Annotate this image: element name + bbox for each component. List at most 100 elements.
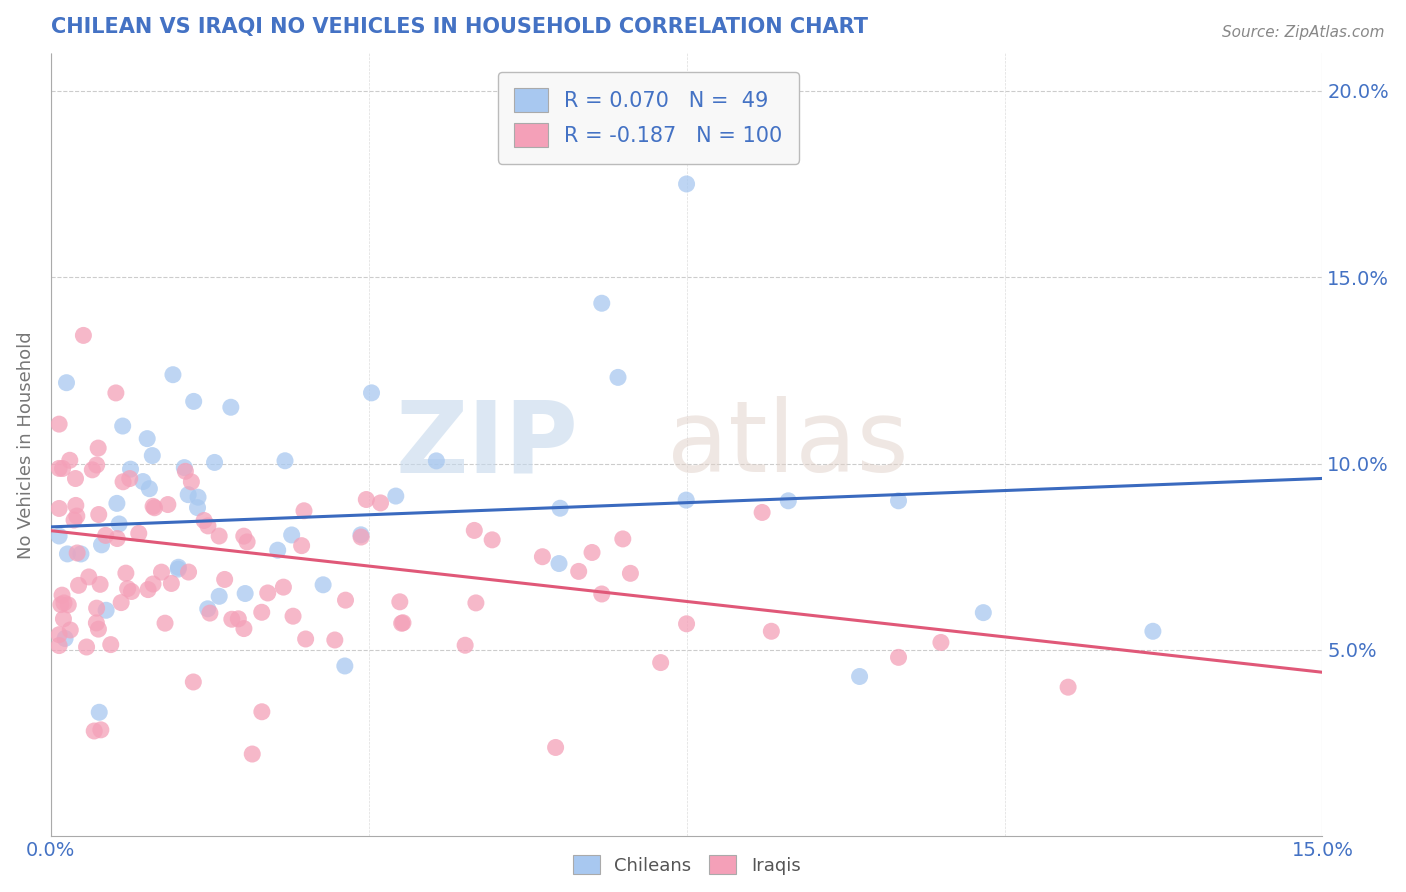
Point bbox=[274, 454, 297, 468]
Text: CHILEAN VS IRAQI NO VEHICLES IN HOUSEHOLD CORRELATION CHART: CHILEAN VS IRAQI NO VEHICLES IN HOUSEHOL… bbox=[51, 17, 868, 37]
Point bbox=[425, 454, 447, 468]
Point bbox=[391, 616, 413, 631]
Point bbox=[141, 449, 163, 463]
Point bbox=[82, 463, 104, 477]
Point bbox=[51, 588, 73, 602]
Point bbox=[388, 595, 411, 609]
Point bbox=[392, 615, 415, 630]
Point bbox=[128, 526, 150, 541]
Point bbox=[350, 528, 373, 542]
Point bbox=[232, 622, 254, 636]
Point bbox=[221, 612, 243, 626]
Point bbox=[323, 632, 346, 647]
Point bbox=[108, 516, 131, 531]
Point bbox=[56, 547, 79, 561]
Point bbox=[51, 461, 73, 475]
Point bbox=[193, 513, 215, 527]
Point bbox=[48, 529, 70, 543]
Point bbox=[59, 623, 82, 637]
Point bbox=[65, 471, 87, 485]
Point bbox=[136, 432, 159, 446]
Point bbox=[370, 496, 392, 510]
Point bbox=[87, 622, 110, 636]
Point bbox=[117, 582, 139, 596]
Point bbox=[675, 616, 697, 631]
Point bbox=[110, 596, 132, 610]
Point bbox=[160, 576, 183, 591]
Point bbox=[291, 539, 314, 553]
Point bbox=[76, 640, 98, 654]
Point bbox=[162, 368, 184, 382]
Point bbox=[53, 596, 76, 610]
Point bbox=[312, 578, 335, 592]
Point bbox=[136, 582, 159, 597]
Point bbox=[49, 598, 72, 612]
Point bbox=[233, 586, 256, 600]
Point bbox=[174, 464, 197, 478]
Point bbox=[86, 458, 108, 472]
Point bbox=[53, 632, 76, 646]
Point bbox=[183, 394, 205, 409]
Point bbox=[1057, 680, 1080, 694]
Point bbox=[48, 501, 70, 516]
Point bbox=[972, 606, 994, 620]
Text: Source: ZipAtlas.com: Source: ZipAtlas.com bbox=[1222, 25, 1385, 40]
Point bbox=[150, 565, 173, 579]
Point bbox=[153, 616, 176, 631]
Point bbox=[111, 419, 134, 434]
Point bbox=[65, 499, 87, 513]
Point bbox=[607, 370, 630, 384]
Point bbox=[87, 508, 110, 522]
Point bbox=[156, 498, 179, 512]
Point bbox=[929, 635, 952, 649]
Point bbox=[177, 565, 200, 579]
Point bbox=[356, 492, 378, 507]
Point bbox=[70, 547, 93, 561]
Point bbox=[548, 557, 571, 571]
Point bbox=[94, 528, 117, 542]
Point bbox=[90, 723, 112, 737]
Point bbox=[197, 519, 219, 533]
Point bbox=[58, 598, 80, 612]
Point bbox=[544, 740, 567, 755]
Point bbox=[72, 328, 94, 343]
Point bbox=[208, 529, 231, 543]
Point bbox=[167, 560, 190, 574]
Point bbox=[619, 566, 641, 581]
Point bbox=[335, 593, 357, 607]
Point bbox=[138, 482, 160, 496]
Point bbox=[180, 475, 202, 489]
Point bbox=[236, 535, 259, 549]
Point bbox=[240, 747, 263, 761]
Point bbox=[167, 562, 190, 576]
Point bbox=[86, 615, 108, 630]
Point bbox=[142, 500, 165, 514]
Point bbox=[118, 472, 141, 486]
Point bbox=[83, 723, 105, 738]
Point bbox=[267, 543, 290, 558]
Point bbox=[887, 650, 910, 665]
Point bbox=[675, 493, 697, 508]
Y-axis label: No Vehicles in Household: No Vehicles in Household bbox=[17, 331, 35, 558]
Point bbox=[55, 376, 77, 390]
Point bbox=[531, 549, 554, 564]
Point bbox=[48, 628, 70, 642]
Point bbox=[104, 385, 127, 400]
Point bbox=[650, 656, 672, 670]
Point bbox=[48, 639, 70, 653]
Point bbox=[675, 177, 697, 191]
Point bbox=[121, 584, 143, 599]
Point bbox=[848, 669, 870, 683]
Point bbox=[197, 602, 219, 616]
Point bbox=[751, 505, 773, 519]
Point bbox=[761, 624, 783, 639]
Point bbox=[591, 296, 613, 310]
Point bbox=[481, 533, 503, 547]
Point bbox=[219, 401, 242, 415]
Point bbox=[292, 504, 315, 518]
Text: atlas: atlas bbox=[668, 396, 910, 493]
Point bbox=[120, 462, 142, 476]
Point bbox=[115, 566, 138, 581]
Point bbox=[360, 385, 382, 400]
Point bbox=[385, 489, 408, 503]
